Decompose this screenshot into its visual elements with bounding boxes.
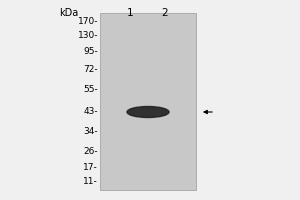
Text: 43-: 43- — [83, 108, 98, 116]
Bar — [100, 13, 196, 190]
Text: 2: 2 — [162, 8, 168, 18]
Text: 95-: 95- — [83, 47, 98, 56]
Ellipse shape — [127, 106, 169, 117]
Text: 72-: 72- — [83, 66, 98, 74]
Text: 11-: 11- — [83, 178, 98, 186]
Text: 17-: 17- — [83, 164, 98, 172]
Text: 34-: 34- — [83, 128, 98, 136]
Text: 170-: 170- — [77, 18, 98, 26]
Text: 55-: 55- — [83, 86, 98, 95]
Text: 1: 1 — [127, 8, 133, 18]
Text: 26-: 26- — [83, 148, 98, 156]
Text: 130-: 130- — [77, 30, 98, 40]
Text: kDa: kDa — [59, 8, 78, 18]
